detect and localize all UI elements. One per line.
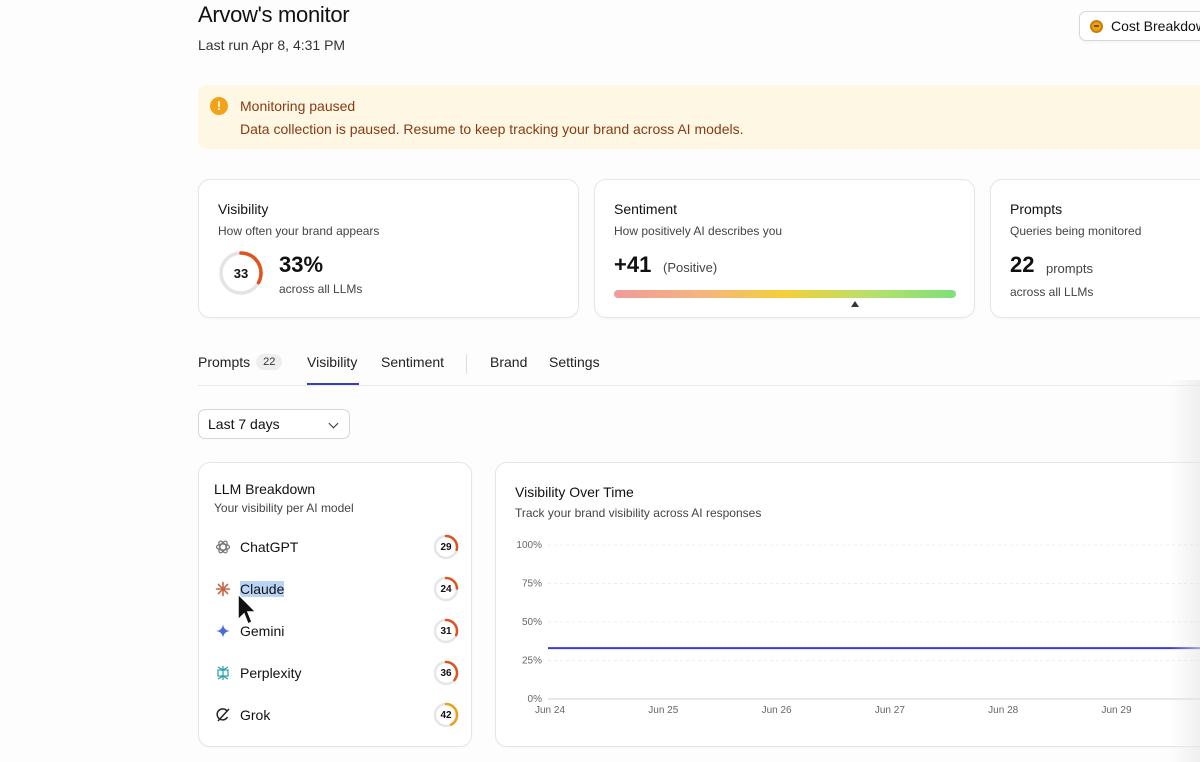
claude-icon xyxy=(214,580,232,598)
llm-score-value: 24 xyxy=(440,583,452,595)
visibility-line-chart: 0% 25% 50% 75% 100% Jun 24 Jun 25 Jun 26 Jun 27 J… xyxy=(516,540,1200,716)
visibility-percent: 33% xyxy=(279,252,324,277)
llm-name: Perplexity xyxy=(240,665,302,681)
tab-prompts[interactable]: Prompts 22 xyxy=(198,354,283,370)
prompts-card: Prompts Queries being monitored 22 promp… xyxy=(990,179,1200,318)
chart-subtitle: Track your brand visibility across AI re… xyxy=(515,506,762,520)
llm-score-value: 36 xyxy=(440,667,452,679)
sentiment-title: Sentiment xyxy=(614,201,678,217)
llm-row-perplexity[interactable]: Perplexity 36 xyxy=(214,660,459,686)
tab-bar: Prompts 22 Visibility Sentiment Brand Se… xyxy=(198,350,1200,386)
llm-score-ring: 42 xyxy=(433,702,459,728)
visibility-card: Visibility How often your brand appears … xyxy=(198,179,579,318)
page-title: Arvow's monitor xyxy=(198,2,350,27)
prompts-count: 22 xyxy=(1010,252,1035,277)
visibility-caption: across all LLMs xyxy=(279,282,363,296)
llm-row-claude[interactable]: Claude 24 xyxy=(214,576,459,602)
llm-name: Grok xyxy=(240,707,271,723)
date-range-select[interactable]: Last 7 days xyxy=(198,409,350,439)
prompts-subtitle: Queries being monitored xyxy=(1010,224,1142,238)
x-tick-label: Jun 27 xyxy=(875,705,905,716)
tab-sentiment[interactable]: Sentiment xyxy=(381,354,444,370)
chart-title: Visibility Over Time xyxy=(515,484,634,500)
llm-name: Gemini xyxy=(240,623,285,639)
llm-score-ring: 31 xyxy=(433,618,459,644)
tab-prompts-badge: 22 xyxy=(256,354,283,370)
cost-breakdown-label: Cost Breakdown xyxy=(1111,18,1200,34)
sentiment-marker xyxy=(851,301,860,307)
chatgpt-icon xyxy=(214,538,232,556)
llm-score-ring: 29 xyxy=(433,534,459,560)
llm-score-value: 31 xyxy=(440,625,452,637)
date-range-value: Last 7 days xyxy=(208,416,280,432)
llm-breakdown-subtitle: Your visibility per AI model xyxy=(214,501,354,515)
tab-settings-label: Settings xyxy=(549,354,600,370)
mouse-cursor-icon xyxy=(237,592,258,626)
sentiment-subtitle: How positively AI describes you xyxy=(614,224,783,238)
perplexity-icon xyxy=(214,664,232,682)
sentiment-value: +41 xyxy=(614,252,652,277)
tab-settings[interactable]: Settings xyxy=(549,354,600,370)
alert-title: Monitoring paused xyxy=(240,98,356,114)
y-tick-label: 0% xyxy=(528,694,543,705)
tab-visibility-label: Visibility xyxy=(307,354,358,370)
sentiment-label: (Positive) xyxy=(663,260,718,275)
x-tick-label: Jun 26 xyxy=(762,705,792,716)
prompts-title: Prompts xyxy=(1010,201,1063,217)
x-tick-label: Jun 24 xyxy=(535,705,565,716)
tab-divider xyxy=(466,354,467,374)
sentiment-gradient-bar xyxy=(614,290,956,298)
llm-name: Claude xyxy=(240,581,285,597)
llm-row-gemini[interactable]: Gemini 31 xyxy=(214,618,459,644)
visibility-subtitle: How often your brand appears xyxy=(218,224,380,238)
y-tick-label: 100% xyxy=(516,540,542,551)
llm-score-ring: 24 xyxy=(433,576,459,602)
prompts-caption: across all LLMs xyxy=(1010,285,1094,299)
llm-score-value: 42 xyxy=(440,709,452,721)
visibility-chart-card: Visibility Over Time Track your brand vi… xyxy=(495,462,1200,747)
warning-icon: ! xyxy=(210,97,228,115)
tab-sentiment-label: Sentiment xyxy=(381,354,445,370)
sentiment-card: Sentiment How positively AI describes yo… xyxy=(594,179,975,318)
llm-score-ring: 36 xyxy=(433,660,459,686)
tab-prompts-label: Prompts xyxy=(198,354,251,370)
llm-name: ChatGPT xyxy=(240,539,299,555)
x-tick-label: Jun 29 xyxy=(1101,705,1131,716)
scroll-shadow xyxy=(1170,380,1200,762)
grok-icon xyxy=(214,706,232,724)
alert-message: Data collection is paused. Resume to kee… xyxy=(240,121,744,137)
x-tick-label: Jun 28 xyxy=(988,705,1018,716)
tab-brand[interactable]: Brand xyxy=(490,354,527,370)
llm-breakdown-title: LLM Breakdown xyxy=(214,481,316,497)
tab-visibility[interactable]: Visibility xyxy=(307,354,357,370)
prompts-unit: prompts xyxy=(1046,261,1093,276)
llm-row-chatgpt[interactable]: ChatGPT 29 xyxy=(214,534,459,560)
active-tab-indicator xyxy=(307,383,359,385)
monitoring-paused-alert: ! Monitoring paused Data collection is p… xyxy=(198,85,1200,149)
visibility-ring-value: 33 xyxy=(233,265,249,281)
y-tick-label: 75% xyxy=(522,579,542,590)
coin-icon xyxy=(1090,19,1103,33)
tab-brand-label: Brand xyxy=(490,354,528,370)
visibility-ring: 33 xyxy=(218,250,264,296)
cost-breakdown-button[interactable]: Cost Breakdown xyxy=(1079,11,1200,41)
gemini-icon xyxy=(214,622,232,640)
x-tick-label: Jun 25 xyxy=(648,705,678,716)
y-tick-label: 25% xyxy=(522,656,542,667)
chevron-down-icon xyxy=(328,418,339,429)
llm-score-value: 29 xyxy=(440,541,452,553)
visibility-title: Visibility xyxy=(218,201,269,217)
llm-row-grok[interactable]: Grok 42 xyxy=(214,702,459,728)
last-run-text: Last run Apr 8, 4:31 PM xyxy=(198,37,346,53)
y-tick-label: 50% xyxy=(522,617,542,628)
